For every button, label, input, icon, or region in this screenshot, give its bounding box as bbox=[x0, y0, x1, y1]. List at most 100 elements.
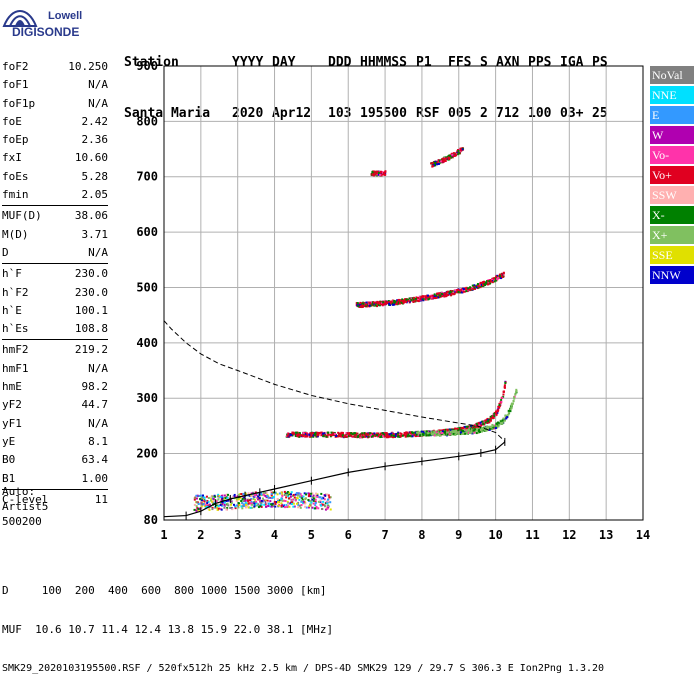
trace-point bbox=[452, 152, 455, 155]
trace-point bbox=[252, 495, 255, 498]
trace-point bbox=[447, 293, 450, 296]
trace-point bbox=[489, 417, 492, 420]
muf-dashed-curve bbox=[163, 320, 506, 442]
param-value: N/A bbox=[88, 416, 108, 430]
trace-point bbox=[241, 505, 244, 508]
trace-point bbox=[212, 499, 215, 502]
trace-point bbox=[487, 283, 490, 286]
trace-point bbox=[272, 495, 275, 498]
trace-point bbox=[250, 497, 253, 500]
trace-point bbox=[317, 507, 320, 510]
trace-point bbox=[477, 429, 480, 432]
header-value-s: 2 bbox=[480, 106, 488, 121]
trace-point bbox=[420, 430, 423, 433]
trace-point bbox=[241, 497, 244, 500]
trace-point bbox=[206, 502, 209, 505]
trace-point bbox=[462, 432, 465, 435]
trace-point bbox=[242, 503, 245, 506]
trace-point bbox=[380, 301, 383, 304]
trace-point bbox=[205, 495, 208, 498]
trace-point bbox=[195, 505, 198, 508]
trace-point bbox=[323, 504, 326, 507]
trace-point bbox=[457, 289, 460, 292]
trace-point bbox=[270, 490, 273, 493]
trace-point bbox=[459, 427, 462, 430]
trace-point bbox=[373, 174, 376, 177]
trace-point bbox=[292, 502, 295, 505]
trace-point bbox=[326, 431, 329, 434]
header-value-pps: 100 bbox=[528, 106, 552, 121]
trace-point bbox=[196, 494, 199, 497]
trace-point bbox=[498, 402, 501, 405]
trace-point bbox=[314, 501, 317, 504]
trace-point bbox=[451, 430, 454, 433]
trace-point bbox=[487, 281, 490, 284]
param-name: yE bbox=[2, 434, 16, 448]
trace-point bbox=[301, 498, 304, 501]
trace-point bbox=[373, 302, 376, 305]
trace-point bbox=[283, 493, 286, 496]
trace-point bbox=[497, 421, 500, 424]
trace-point bbox=[299, 506, 302, 509]
trace-point bbox=[365, 432, 368, 435]
trace-point bbox=[417, 431, 420, 434]
trace-point bbox=[496, 278, 499, 281]
trace-point bbox=[473, 286, 476, 289]
trace-point bbox=[266, 495, 269, 498]
trace-point bbox=[421, 433, 424, 436]
trace-point bbox=[439, 429, 442, 432]
trace-point bbox=[301, 501, 304, 504]
trace-point bbox=[393, 435, 396, 438]
trace-point bbox=[280, 505, 283, 508]
trace-point bbox=[305, 506, 308, 509]
trace-point bbox=[367, 432, 370, 435]
trace-point bbox=[296, 492, 299, 495]
trace-point bbox=[210, 500, 213, 503]
trace-point bbox=[220, 504, 223, 507]
trace-point bbox=[435, 431, 438, 434]
trace-point bbox=[290, 498, 293, 501]
trace-point bbox=[362, 303, 365, 306]
trace-point bbox=[219, 503, 222, 506]
trace-point bbox=[428, 295, 431, 298]
trace-point bbox=[274, 492, 277, 495]
trace-point bbox=[298, 495, 301, 498]
trace-point bbox=[200, 496, 203, 499]
trace-point bbox=[268, 502, 271, 505]
trace-point bbox=[235, 504, 238, 507]
trace-point bbox=[240, 505, 243, 508]
trace-point bbox=[502, 417, 505, 420]
trace-point bbox=[370, 433, 373, 436]
trace-point bbox=[368, 304, 371, 307]
trace-point bbox=[311, 506, 314, 509]
trace-point bbox=[289, 495, 292, 498]
trace-point bbox=[300, 500, 303, 503]
plot-frame bbox=[163, 65, 644, 521]
trace-point bbox=[397, 431, 400, 434]
trace-point bbox=[319, 504, 322, 507]
trace-point bbox=[310, 434, 313, 437]
param-name: foF2 bbox=[2, 60, 29, 73]
trace-point bbox=[382, 435, 385, 438]
trace-point bbox=[449, 154, 452, 157]
trace-point bbox=[206, 500, 209, 503]
trace-point bbox=[269, 496, 272, 499]
param-value: 44.7 bbox=[81, 398, 109, 412]
trace-point bbox=[312, 494, 315, 497]
trace-point bbox=[341, 433, 344, 436]
muf-row: MUF 10.6 10.7 11.4 12.4 13.8 15.9 22.0 3… bbox=[2, 623, 334, 636]
trace-point bbox=[440, 430, 443, 433]
auto-program: Artist5 bbox=[2, 500, 49, 513]
trace-point bbox=[512, 400, 515, 403]
trace-point bbox=[193, 498, 196, 501]
trace-point bbox=[503, 384, 506, 387]
trace-point bbox=[448, 433, 451, 436]
trace-point bbox=[312, 497, 315, 500]
trace-point bbox=[291, 495, 294, 498]
trace-point bbox=[499, 420, 502, 423]
trace-point bbox=[483, 280, 485, 283]
trace-point bbox=[318, 432, 321, 435]
trace-point bbox=[272, 491, 275, 494]
trace-point bbox=[510, 407, 513, 410]
trace-point bbox=[465, 425, 468, 428]
